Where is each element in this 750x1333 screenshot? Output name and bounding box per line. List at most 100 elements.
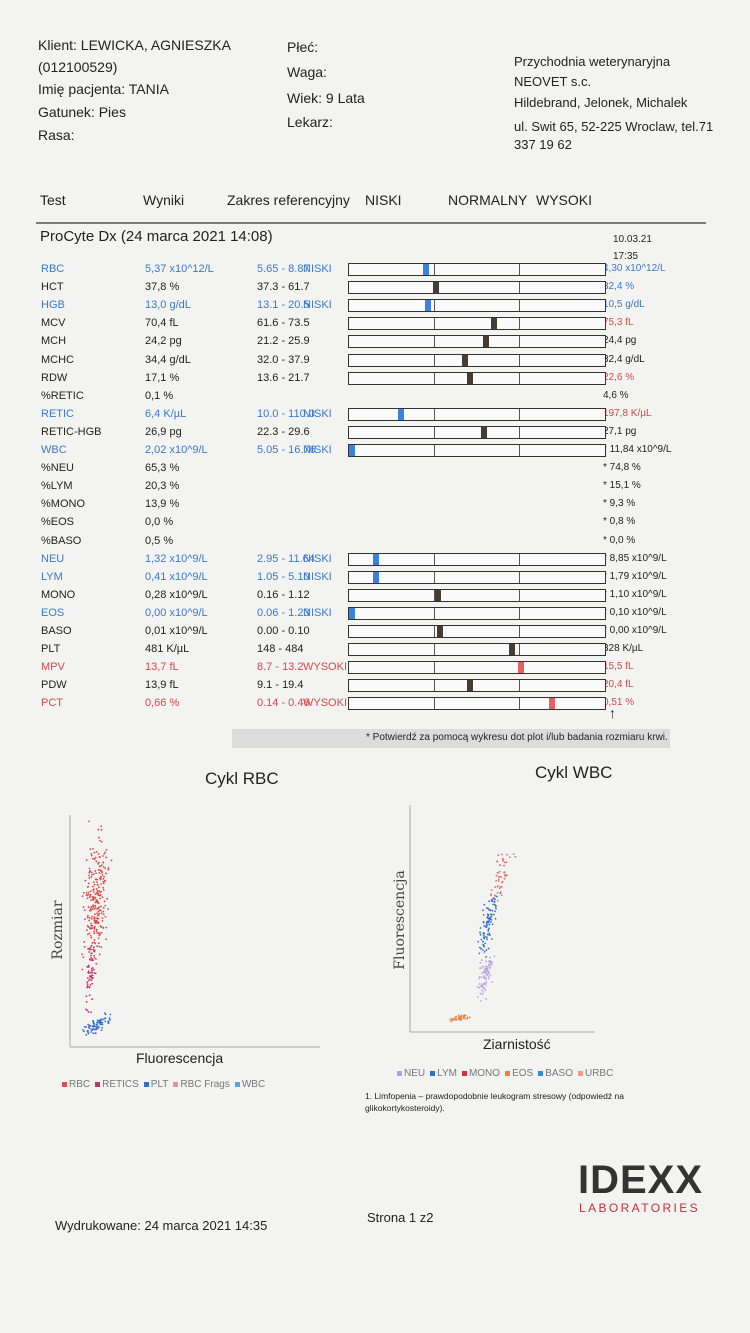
scatter-dot (107, 907, 109, 910)
scatter-dot (85, 894, 88, 896)
scatter-dot (94, 856, 97, 859)
range-divider (434, 445, 435, 456)
scatter-dot (89, 893, 92, 896)
scatter-dot (109, 1018, 111, 1021)
scatter-dot (490, 938, 493, 940)
scatter-dot (101, 864, 103, 867)
scatter-dot (485, 907, 488, 910)
previous-result: * 8,85 x10^9/L (603, 552, 667, 564)
scatter-dot (98, 953, 101, 956)
previous-result: 4,30 x10^12/L (603, 263, 666, 274)
scatter-dot (86, 985, 89, 988)
test-name: PDW (41, 679, 67, 692)
legend-swatch (430, 1071, 436, 1076)
scatter-dot (105, 849, 108, 851)
legend-swatch (234, 1082, 240, 1087)
result-marker (435, 589, 441, 601)
result: 0,41 x10^9/L (145, 570, 208, 583)
scatter-dot (484, 968, 487, 971)
scatter-dot (490, 889, 493, 892)
previous-result: 32,4 % (603, 281, 635, 293)
scatter-dot (96, 881, 98, 883)
result-marker (509, 644, 515, 656)
scatter-dot (96, 945, 98, 948)
scatter-dot (99, 905, 102, 908)
legend-swatch (95, 1082, 101, 1087)
scatter-dot (82, 891, 85, 894)
previous-result: 10,5 g/dL (603, 299, 645, 311)
scatter-dot (92, 1021, 95, 1024)
previous-result: 4,6 % (603, 389, 629, 401)
scatter-dot (459, 1015, 462, 1018)
scatter-dot (496, 899, 499, 902)
scatter-dot (486, 938, 488, 941)
legend-swatch (62, 1082, 67, 1087)
legend-entry: PLT (150, 1079, 169, 1090)
scatter-dot (506, 874, 508, 876)
scatter-dot (484, 989, 487, 992)
result-marker (467, 680, 473, 692)
scatter-dot (484, 965, 487, 968)
previous-result: 0,51 % (603, 697, 635, 709)
scatter-dot (486, 966, 489, 968)
scatter-dot (488, 917, 491, 919)
result-marker (425, 300, 431, 312)
scatter-dot (484, 983, 487, 986)
scatter-dot (97, 942, 100, 945)
logo-subtitle: LABORATORIES (579, 1201, 701, 1215)
scatter-dot (96, 1022, 99, 1024)
legend-entry: BASO (545, 1068, 573, 1079)
scatter-dot (82, 956, 85, 958)
result: 5,37 x10^12/L (145, 263, 214, 275)
scatter-dot (102, 910, 105, 913)
scatter-dot (85, 995, 88, 998)
scatter-dot (468, 1016, 471, 1019)
scatter-dot (83, 1030, 85, 1033)
result: 0,0 % (145, 516, 174, 529)
result: 13,9 fL (145, 679, 179, 692)
previous-result: * 0,8 % (603, 516, 636, 528)
scatter-dot (100, 926, 103, 928)
scatter-dot (504, 875, 507, 878)
scatter-dot (460, 1014, 463, 1017)
scatter-dot (105, 856, 108, 859)
scatter-dot (482, 909, 484, 912)
scatter-dot (102, 886, 105, 889)
scatter-dot (90, 944, 93, 947)
scatter-dot (97, 861, 100, 864)
scatter-dot (101, 1018, 104, 1021)
scatter-dot (91, 873, 93, 876)
scatter-dot (457, 1017, 460, 1019)
scatter-dot (484, 935, 487, 938)
scatter-dot (88, 820, 90, 823)
scatter-dot (98, 872, 101, 874)
result-marker (437, 626, 443, 637)
result: 37,8 % (145, 281, 180, 294)
range-divider (434, 607, 435, 619)
scatter-dot (95, 900, 98, 903)
result: 70,4 fL (145, 317, 179, 330)
result-marker (481, 426, 487, 438)
scatter-dot (94, 870, 97, 872)
flag: NISKI (303, 606, 332, 619)
previous-result: * 74,8 % (603, 462, 641, 474)
reference-range: 148 - 484 (257, 643, 304, 656)
scatter-dot (101, 874, 104, 876)
scatter-dot (106, 897, 109, 900)
scatter-dot (100, 1029, 103, 1032)
scatter-dot (479, 931, 481, 934)
scatter-dot (91, 915, 93, 918)
previous-result: * 11,84 x10^9/L (603, 444, 672, 455)
scatter-dot (490, 893, 492, 895)
scatter-dot (93, 1024, 95, 1027)
scatter-dot (102, 888, 105, 891)
scatter-dot (104, 1017, 107, 1020)
scatter-dot (94, 906, 97, 909)
range-bar (348, 606, 606, 620)
range-bar (348, 625, 606, 638)
legend-entry: RETICS (102, 1079, 139, 1090)
range-bar (348, 552, 606, 566)
legend-entry: LYM (437, 1068, 457, 1079)
range-divider (519, 626, 520, 637)
scatter-dot (493, 903, 496, 906)
